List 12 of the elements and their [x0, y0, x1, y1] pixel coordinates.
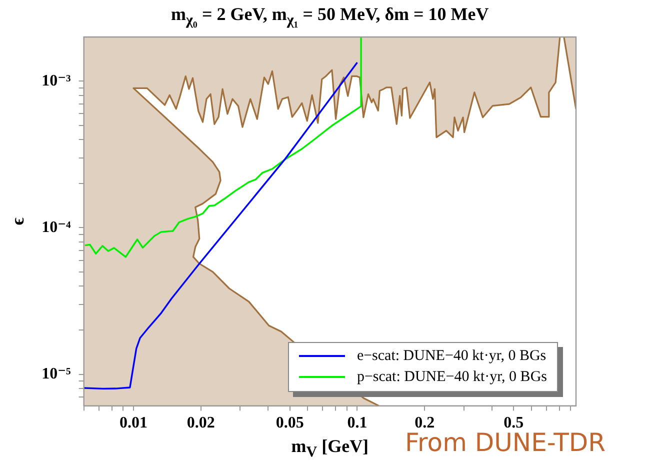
- x-axis-title: m$_{V}$ [GeV]: [291, 436, 369, 461]
- x-tick-label: 0.05: [276, 414, 304, 432]
- x-tick-label: 0.02: [186, 414, 215, 432]
- legend-label: p−scat: DUNE−40 kt·yr, 0 BGs: [356, 368, 547, 387]
- y-tick-label: 10⁻⁵: [42, 365, 72, 382]
- x-tick-label: 0.1: [347, 414, 368, 432]
- legend-label: e−scat: DUNE−40 kt·yr, 0 BGs: [356, 346, 546, 366]
- y-axis-title: ϵ: [7, 217, 28, 226]
- x-tick-label: 0.01: [119, 414, 148, 432]
- y-tick-label: 10⁻⁴: [42, 218, 72, 236]
- y-tick-label: 10⁻³: [42, 72, 72, 90]
- chart-title: m$_{χ₀}$ = 2 GeV, m$_{χ₁}$ = 50 MeV, δm = 10 MeV: [170, 4, 490, 30]
